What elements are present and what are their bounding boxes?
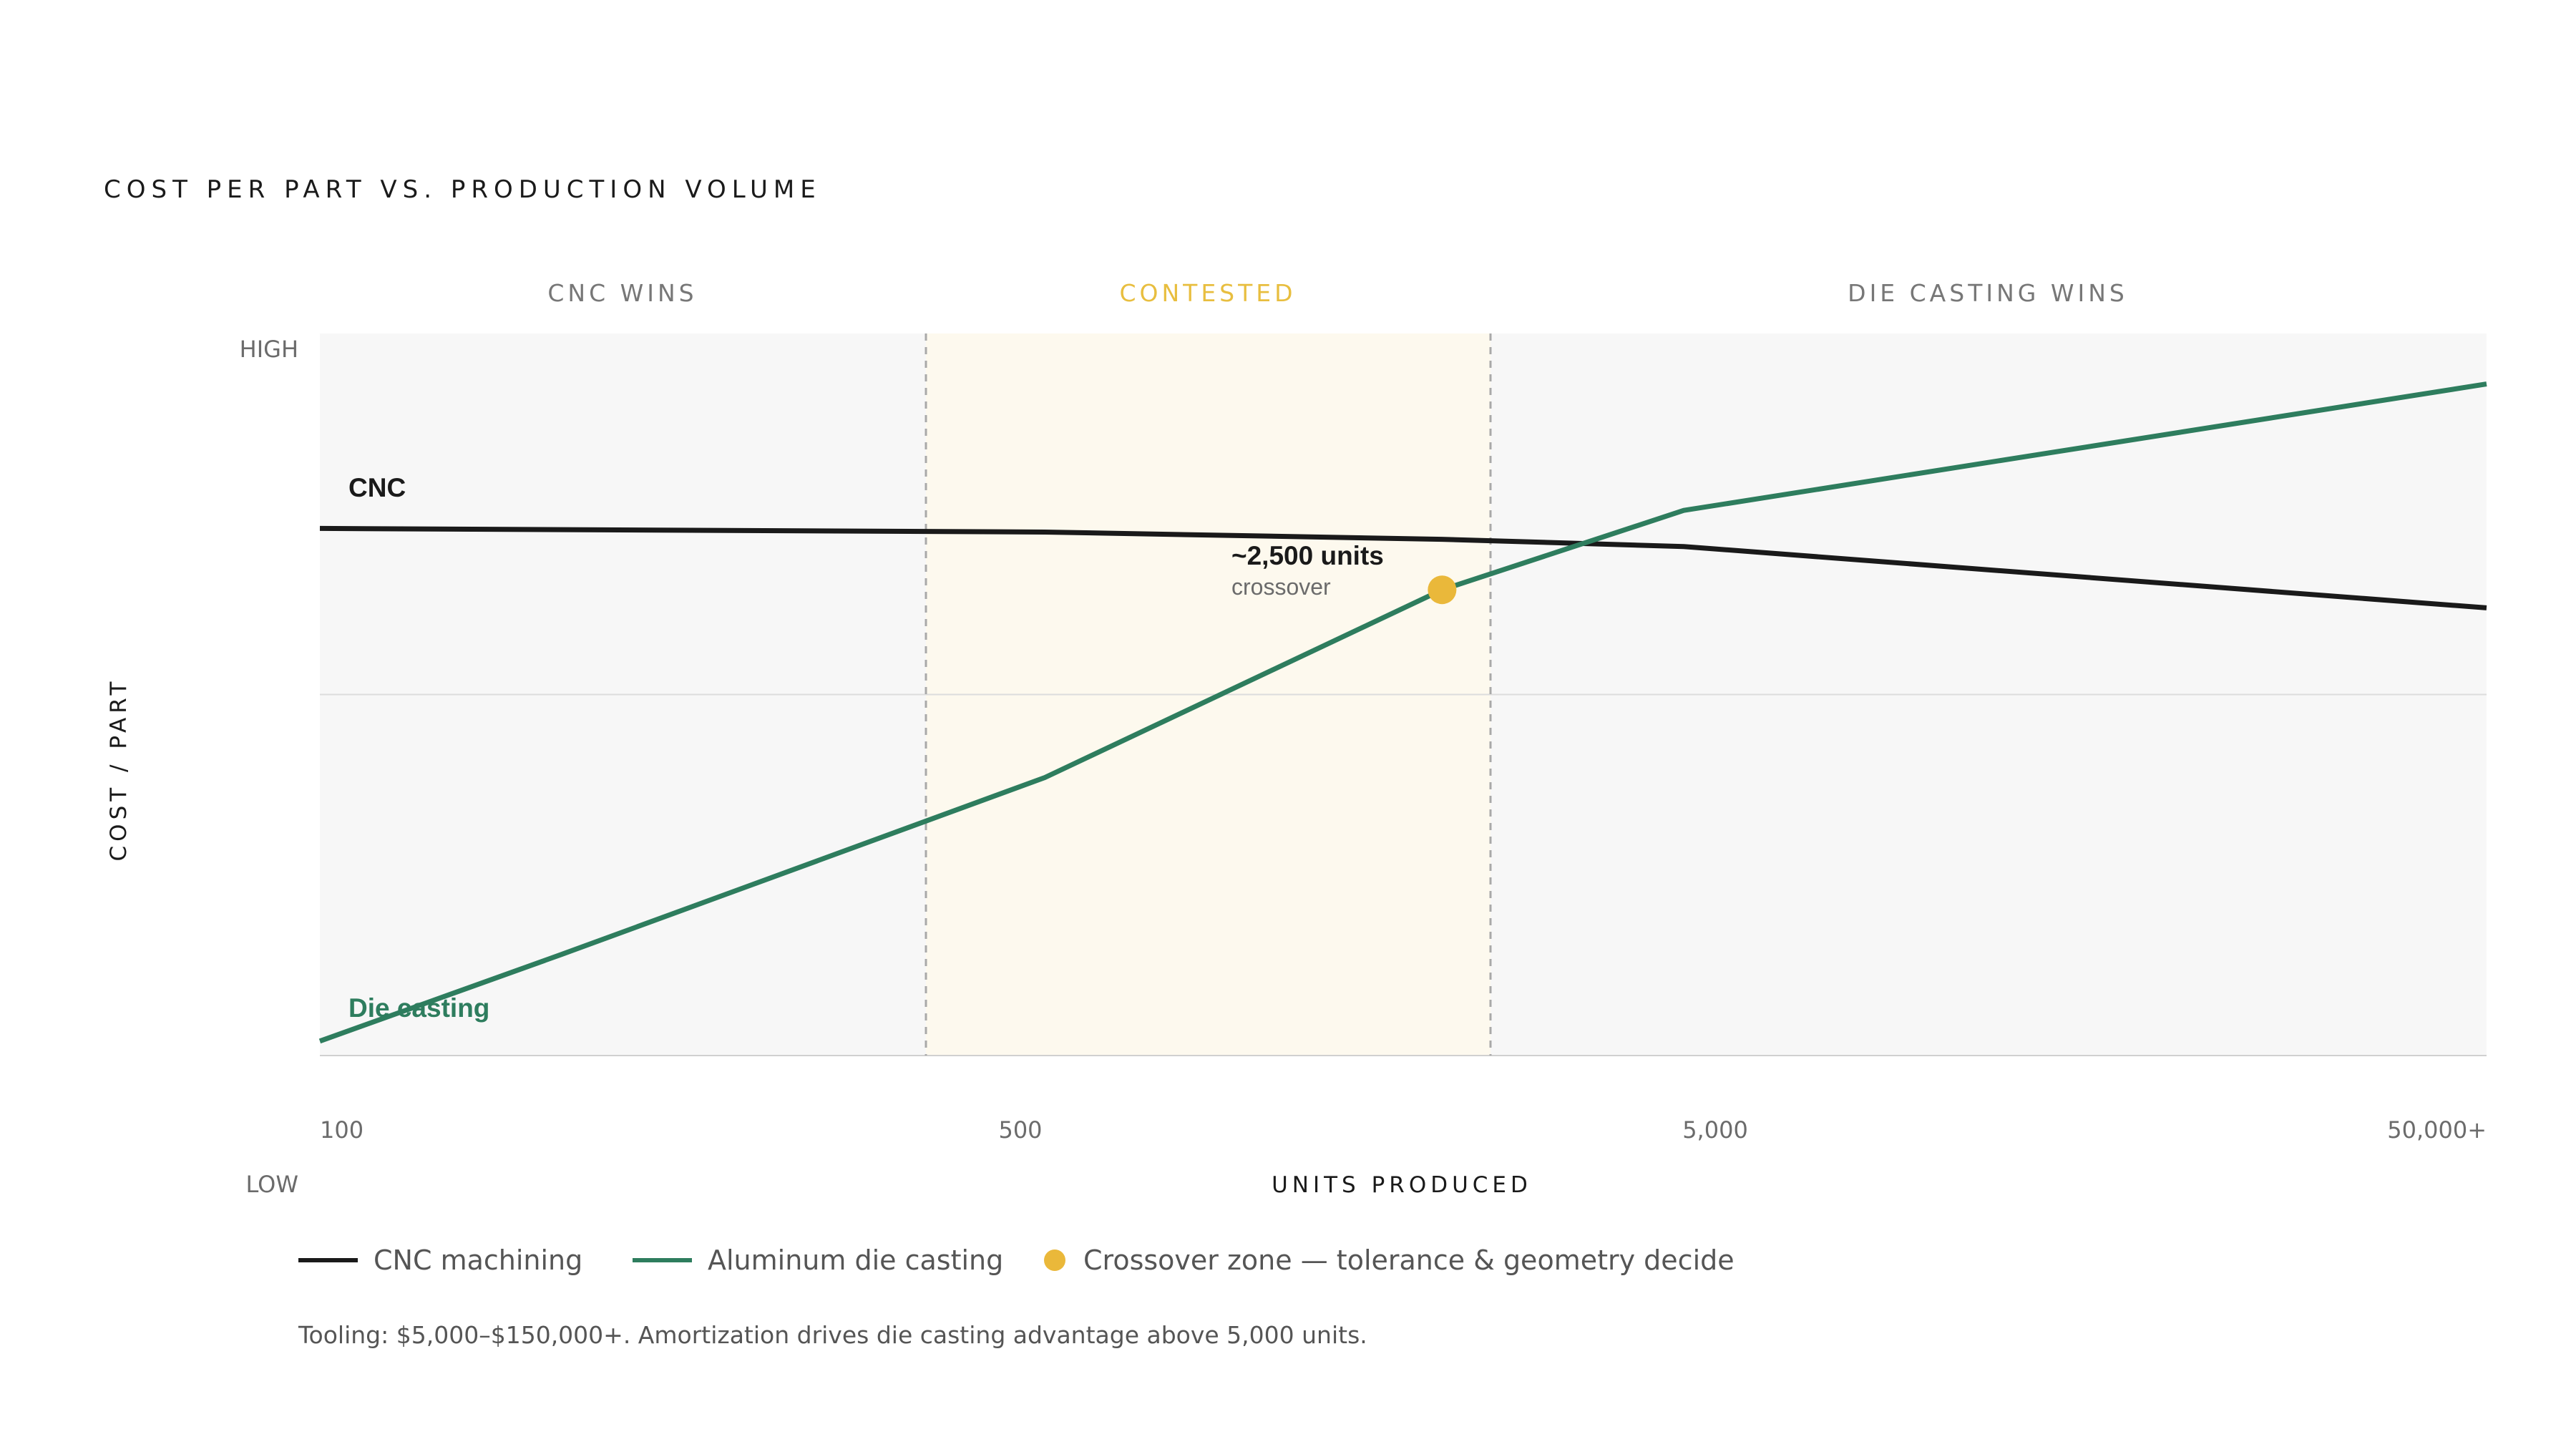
crossover-sublabel: crossover: [1231, 574, 1331, 600]
series-label-die-casting: Die casting: [348, 993, 489, 1023]
series-line-cnc: [319, 525, 2487, 610]
legend-label-cnc: CNC machining: [374, 1244, 582, 1276]
legend-label-die-casting: Aluminum die casting: [708, 1244, 1003, 1276]
chart-title: COST PER PART VS. PRODUCTION VOLUME: [104, 175, 821, 204]
legend-label-crossover: Crossover zone — tolerance & geometry de…: [1083, 1244, 1735, 1276]
y-axis-title: COST / PART: [106, 678, 132, 862]
crossover-label: ~2,500 units: [1231, 541, 1384, 570]
series-label-cnc: CNC: [348, 473, 406, 502]
x-axis-title: UNITS PRODUCED: [1272, 1172, 1532, 1198]
y-tick-high: HIGH: [240, 336, 298, 363]
legend-swatch-crossover: [1044, 1249, 1065, 1271]
zone-label-contested: CONTESTED: [1119, 279, 1296, 307]
footnote: Tooling: $5,000–$150,000+. Amortization …: [298, 1321, 1367, 1349]
y-tick-low: LOW: [245, 1171, 298, 1198]
x-tick-500: 500: [998, 1116, 1042, 1144]
zone-label-die-casting-wins: DIE CASTING WINS: [1848, 279, 2128, 307]
crossover-marker: [1428, 575, 1457, 605]
series-line-die-casting: [318, 381, 2487, 1044]
x-tick-50000: 50,000+: [2387, 1116, 2487, 1144]
zone-label-cnc-wins: CNC WINS: [547, 279, 697, 307]
x-tick-5000: 5,000: [1682, 1116, 1748, 1144]
x-tick-100: 100: [320, 1116, 364, 1144]
